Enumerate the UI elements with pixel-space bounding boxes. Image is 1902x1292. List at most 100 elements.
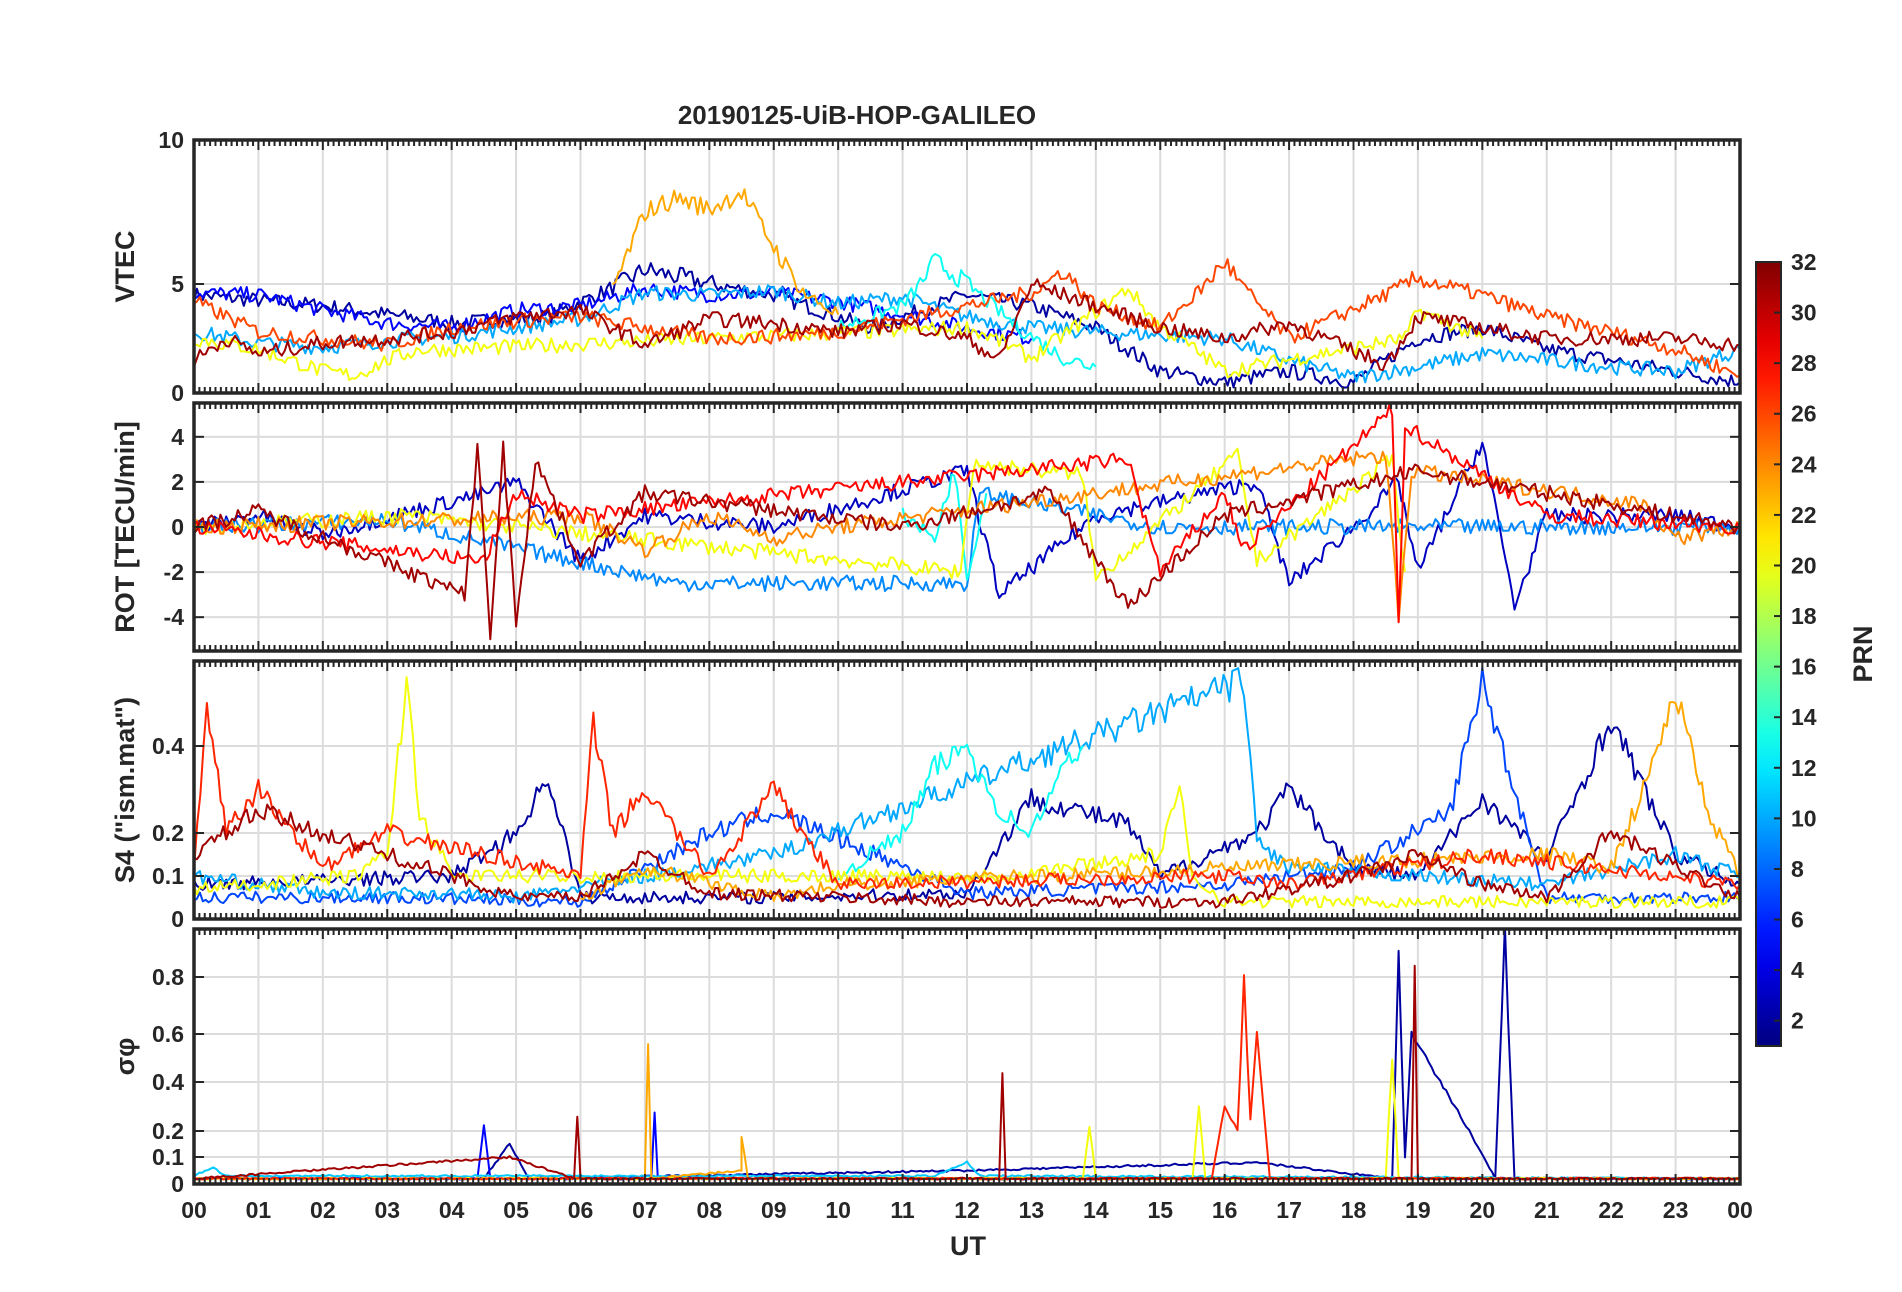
colorbar-tick-label: 28 (1791, 350, 1817, 376)
x-tick-label: 19 (1405, 1197, 1431, 1223)
x-tick-label: 20 (1470, 1197, 1496, 1223)
y-tick-label: 2 (171, 469, 184, 495)
colorbar-tick-label: 8 (1791, 856, 1804, 882)
y-tick-label: 0 (171, 1171, 184, 1197)
x-tick-label: 12 (954, 1197, 980, 1223)
panel-3: 0 0.1 0.2 0.4 S4 ("ism.mat") (110, 659, 1742, 932)
x-ticks (198, 140, 1736, 393)
y-tick-label: 0.2 (152, 1118, 184, 1144)
series-prn-28 (194, 403, 1740, 624)
x-tick-label: 00 (1727, 1197, 1753, 1223)
series-prn-13 (901, 473, 988, 581)
series-prn-9 (194, 486, 1740, 593)
colorbar-tick-label: 22 (1791, 502, 1817, 528)
x-tick-label: 07 (632, 1197, 658, 1223)
y-axis-label: VTEC (110, 230, 140, 302)
x-tick-label: 01 (246, 1197, 272, 1223)
y-tick-label: 0.6 (152, 1021, 184, 1047)
y-axis-label: S4 ("ism.mat") (110, 697, 140, 883)
series-prn-31 (194, 440, 1740, 641)
series-prn-23 (612, 188, 840, 316)
panel-series (194, 188, 1740, 389)
y-tick-label: 0.4 (152, 1069, 184, 1095)
panel-1: 0 5 10 VTEC (110, 127, 1742, 406)
series-prn-26 (194, 258, 1740, 378)
x-tick-label: 00 (181, 1197, 207, 1223)
y-tick-label: -2 (164, 559, 184, 585)
x-tick-label: 23 (1663, 1197, 1689, 1223)
colorbar-tick-label: 20 (1791, 552, 1817, 578)
series-prn-10 (194, 667, 1740, 904)
x-tick-label: 18 (1341, 1197, 1367, 1223)
x-tick-label: 15 (1147, 1197, 1173, 1223)
x-tick-label: 04 (439, 1197, 465, 1223)
colorbar-tick-label: 16 (1791, 654, 1817, 680)
series-prn-31 (194, 964, 1740, 1181)
y-tick-label: 4 (171, 424, 184, 450)
colorbar-tick-label: 6 (1791, 907, 1804, 933)
x-ticks (198, 929, 1736, 1184)
x-tick-label: 17 (1276, 1197, 1302, 1223)
panel-grid (194, 929, 1740, 1184)
x-tick-label: 13 (1019, 1197, 1045, 1223)
x-tick-label: 06 (568, 1197, 594, 1223)
series-prn-20 (194, 287, 1484, 381)
y-tick-label: 0 (171, 906, 184, 932)
x-tick-label: 08 (697, 1197, 723, 1223)
y-tick-label: -4 (164, 604, 185, 630)
x-tick-label: 11 (890, 1197, 915, 1223)
series-prn-13 (837, 743, 1084, 881)
series-prn-23 (580, 701, 1740, 902)
y-tick-label: 10 (158, 127, 184, 153)
y-axis-label: σφ (110, 1038, 140, 1076)
y-tick-label: 0.4 (152, 733, 184, 759)
colorbar-tick-label: 2 (1791, 1008, 1804, 1034)
colorbar-tick-label: 32 (1791, 249, 1817, 275)
panel-4: 00.10.2 0.4 0.6 0.8 σφ (110, 927, 1742, 1197)
y-tick-label: 0.8 (152, 964, 184, 990)
y-tick-label: 0 (171, 380, 184, 406)
x-axis-label: UT (950, 1231, 986, 1261)
colorbar-tick-label: 10 (1791, 805, 1817, 831)
colorbar-tick-label: 12 (1791, 755, 1817, 781)
y-tick-label: 0.2 (152, 820, 184, 846)
series-prn-5 (194, 283, 1033, 345)
colorbar-tick-label: 26 (1791, 401, 1817, 427)
colorbar-tick-label: 14 (1791, 704, 1817, 730)
series-prn-3 (194, 441, 1740, 611)
x-tick-label: 10 (825, 1197, 851, 1223)
x-tick-label: 14 (1083, 1197, 1109, 1223)
x-ticks (198, 403, 1736, 651)
series-prn-31 (194, 278, 1740, 372)
colorbar-tick-label: 30 (1791, 300, 1817, 326)
x-tick-label: 03 (374, 1197, 400, 1223)
y-tick-label: 0 (171, 514, 184, 540)
panel-grid (194, 403, 1740, 651)
chart-title: 20190125-UiB-HOP-GALILEO (678, 100, 1036, 130)
colorbar-tick-label: 24 (1791, 451, 1817, 477)
y-tick-label: 0.1 (152, 863, 184, 889)
colorbar-tick-label: 4 (1791, 957, 1804, 983)
colorbar-gradient (1755, 261, 1782, 1047)
x-tick-label: 22 (1598, 1197, 1624, 1223)
series-prn-31 (194, 803, 1740, 909)
series-prn-2 (194, 262, 1740, 389)
panel-series (194, 403, 1740, 641)
y-tick-label: 5 (171, 271, 184, 297)
colorbar-tick-label: 18 (1791, 603, 1817, 629)
series-prn-13 (837, 253, 1097, 371)
x-tick-label: 05 (503, 1197, 529, 1223)
x-tick-label: 16 (1212, 1197, 1238, 1223)
y-axis-label: ROT [TECU/min] (110, 421, 140, 632)
colorbar-label: PRN (1848, 625, 1878, 682)
x-ticks (198, 661, 1736, 919)
x-tick-label: 02 (310, 1197, 336, 1223)
x-tick-label: 09 (761, 1197, 787, 1223)
y-tick-label: 0.1 (152, 1144, 184, 1170)
panel-2: -4 -2 0 2 4 ROT [TECU/min] (110, 401, 1742, 653)
x-tick-label: 21 (1534, 1197, 1560, 1223)
series-prn-27 (194, 702, 1740, 891)
